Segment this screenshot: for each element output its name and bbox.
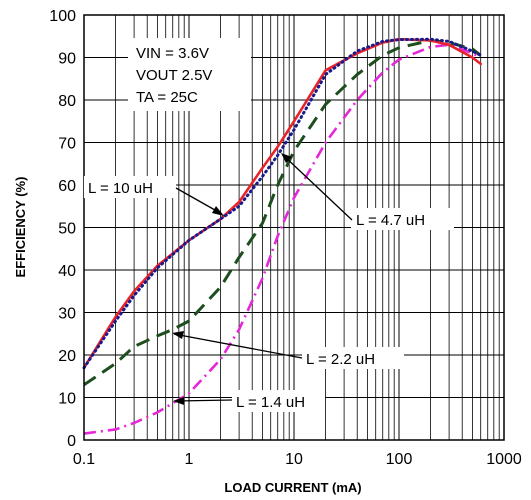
callout-box-2-2uh xyxy=(302,347,404,369)
series-line-l-1-4-uh xyxy=(83,43,482,435)
series-lines xyxy=(82,37,483,435)
condition-vin: VIN = 3.6V xyxy=(136,45,209,62)
series-line-l-4-7-uh xyxy=(82,37,483,370)
callout-arrow-1-4uh xyxy=(175,399,233,402)
conditions-note-box xyxy=(128,38,251,111)
callout-label-2-2uh: L = 2.2 uH xyxy=(306,351,375,368)
callout-box-1-4uh xyxy=(232,390,325,412)
callout-arrowhead-4-7uh xyxy=(281,153,292,163)
y-tick-label: 30 xyxy=(58,306,76,323)
x-tick-label: 1 xyxy=(185,451,194,468)
callout-label-4-7uh: L = 4.7 uH xyxy=(356,212,425,229)
x-tick-label: 1000 xyxy=(486,451,522,468)
y-tick-label: 90 xyxy=(58,51,76,68)
y-axis-title: EFFICIENCY (%) xyxy=(13,177,28,278)
y-tick-label: 0 xyxy=(67,433,76,450)
condition-ta: TA = 25C xyxy=(136,89,198,106)
callout-arrowhead-10uh xyxy=(212,206,224,216)
tick-labels: 0 10 20 30 40 50 60 70 80 90 100 0.1 1 10 100 1000 xyxy=(49,8,522,468)
conditions-note: VIN = 3.6V VOUT 2.5V TA = 25C xyxy=(128,38,251,111)
callout-label-1-4uh: L = 1.4 uH xyxy=(236,394,305,411)
series-callouts: L = 10 uH L = 4.7 uH L = 2.2 uH L = 1.4 … xyxy=(84,153,454,412)
x-tick-label: 0.1 xyxy=(73,451,95,468)
plot-border xyxy=(83,14,505,441)
y-tick-label: 70 xyxy=(58,136,76,153)
callout-arrowhead-1-4uh xyxy=(173,397,184,405)
callout-box-10uh xyxy=(84,176,176,198)
callout-arrow-4-7uh xyxy=(282,154,353,221)
y-tick-label: 40 xyxy=(58,263,76,280)
y-tick-label: 20 xyxy=(58,348,76,365)
plot-frame xyxy=(83,14,505,441)
y-tick-label: 50 xyxy=(58,221,76,238)
callout-label-10uh: L = 10 uH xyxy=(88,180,153,197)
callout-arrow-2-2uh xyxy=(173,333,303,359)
x-tick-label: 10 xyxy=(285,451,303,468)
y-tick-label: 100 xyxy=(49,8,76,25)
callout-box-4-7uh xyxy=(351,208,454,230)
y-tick-label: 80 xyxy=(58,93,76,110)
y-tick-label: 60 xyxy=(58,178,76,195)
callout-arrowhead-2-2uh xyxy=(172,331,184,339)
series-line-l-10-uh xyxy=(82,37,482,370)
x-axis-title: LOAD CURRENT (mA) xyxy=(224,480,361,495)
y-tick-label: 10 xyxy=(58,391,76,408)
x-tick-label: 100 xyxy=(386,451,413,468)
condition-vout: VOUT 2.5V xyxy=(136,67,212,84)
